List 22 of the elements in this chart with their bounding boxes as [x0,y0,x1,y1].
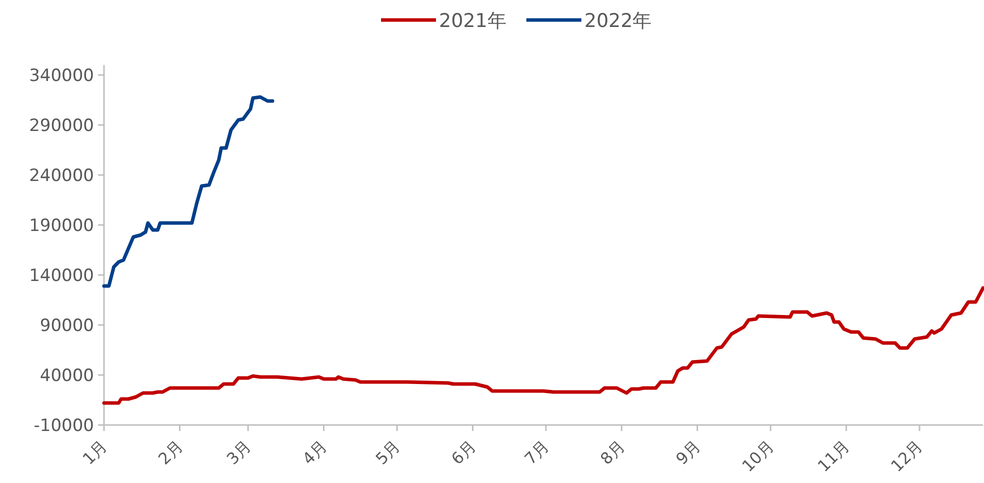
y-tick-label: 40000 [40,366,94,386]
y-tick-label: 190000 [29,216,94,236]
x-tick-label: 8月 [596,436,628,468]
x-tick-label: 11月 [814,436,854,476]
y-tick-label: 240000 [29,166,94,186]
y-tick-label: 90000 [40,316,94,336]
y-tick-label: 290000 [29,116,94,136]
legend-label: 2022年 [584,10,652,32]
x-tick-label: 5月 [372,436,404,468]
x-tick-label: 4月 [298,436,331,468]
x-tick-label: 7月 [520,436,553,468]
legend-label: 2021年 [439,10,506,32]
x-tick-label: 6月 [448,436,480,468]
x-tick-label: 10月 [738,436,778,476]
y-tick-label: 340000 [29,66,94,86]
x-tick-label: 1月 [78,436,111,468]
x-tick-label: 2月 [154,436,187,468]
y-tick-label: -10000 [34,416,94,436]
x-tick-label: 3月 [222,436,255,468]
x-tick-label: 12月 [887,436,926,476]
x-tick-label: 9月 [672,436,704,468]
y-tick-label: 140000 [29,266,94,286]
